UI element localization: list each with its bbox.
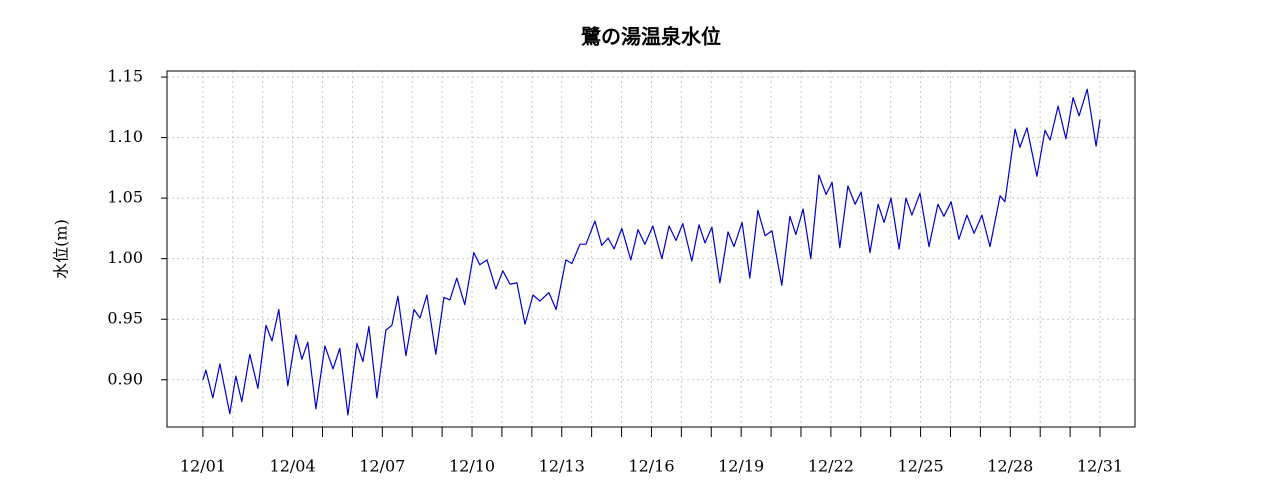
x-tick-label: 12/28 xyxy=(987,457,1033,476)
y-tick-label: 1.15 xyxy=(107,67,143,86)
x-tick-label: 12/10 xyxy=(449,457,495,476)
y-tick-label: 1.05 xyxy=(107,188,143,207)
chart-title: 鷺の湯温泉水位 xyxy=(581,25,721,49)
x-tick-label: 12/04 xyxy=(270,457,316,476)
x-tick-label: 12/07 xyxy=(359,457,405,476)
x-tick-label: 12/01 xyxy=(180,457,226,476)
x-tick-label: 12/13 xyxy=(539,457,585,476)
y-tick-label: 0.95 xyxy=(107,309,143,328)
x-tick-label: 12/31 xyxy=(1077,457,1123,476)
y-tick-label: 0.90 xyxy=(107,369,143,388)
y-tick-label: 1.00 xyxy=(107,248,143,267)
x-tick-label: 12/19 xyxy=(718,457,764,476)
x-tick-label: 12/25 xyxy=(898,457,944,476)
y-tick-label: 1.10 xyxy=(107,127,143,146)
y-axis-label: 水位(m) xyxy=(52,219,71,279)
x-tick-label: 12/16 xyxy=(628,457,674,476)
plot-frame xyxy=(166,70,1136,428)
x-tick-label: 12/22 xyxy=(808,457,854,476)
data-line xyxy=(202,88,1101,416)
